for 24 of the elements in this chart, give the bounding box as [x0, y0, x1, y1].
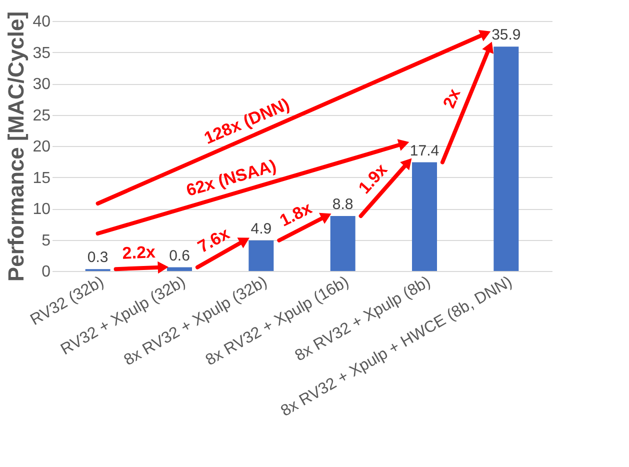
y-tick-label: 15 [32, 170, 51, 187]
y-tick-label: 20 [32, 138, 51, 156]
y-axis-title: Performance [MAC/Cycle] [4, 11, 29, 282]
data-label: 4.9 [250, 220, 272, 238]
annotation: 1.8x [276, 198, 316, 230]
bar [248, 240, 274, 271]
data-label: 35.9 [492, 26, 521, 44]
y-tick-label: 5 [42, 232, 51, 250]
bar [412, 162, 437, 271]
annotation: 2.2x [122, 242, 156, 263]
annotation: 7.6x [194, 224, 234, 257]
bar [330, 216, 356, 271]
y-tick-label: 35 [32, 44, 51, 62]
bar [494, 46, 519, 271]
y-tick-label: 10 [32, 201, 51, 218]
y-tick-label: 40 [32, 14, 51, 30]
y-tick-label: 30 [32, 76, 51, 93]
data-label: 0.6 [169, 247, 190, 264]
data-label: 0.3 [87, 249, 108, 266]
data-label: 17.4 [410, 142, 440, 160]
data-label: 8.8 [332, 196, 354, 213]
y-tick-label: 0 [42, 264, 51, 280]
y-tick-label: 25 [32, 107, 51, 124]
annotation: 2x [439, 86, 464, 111]
